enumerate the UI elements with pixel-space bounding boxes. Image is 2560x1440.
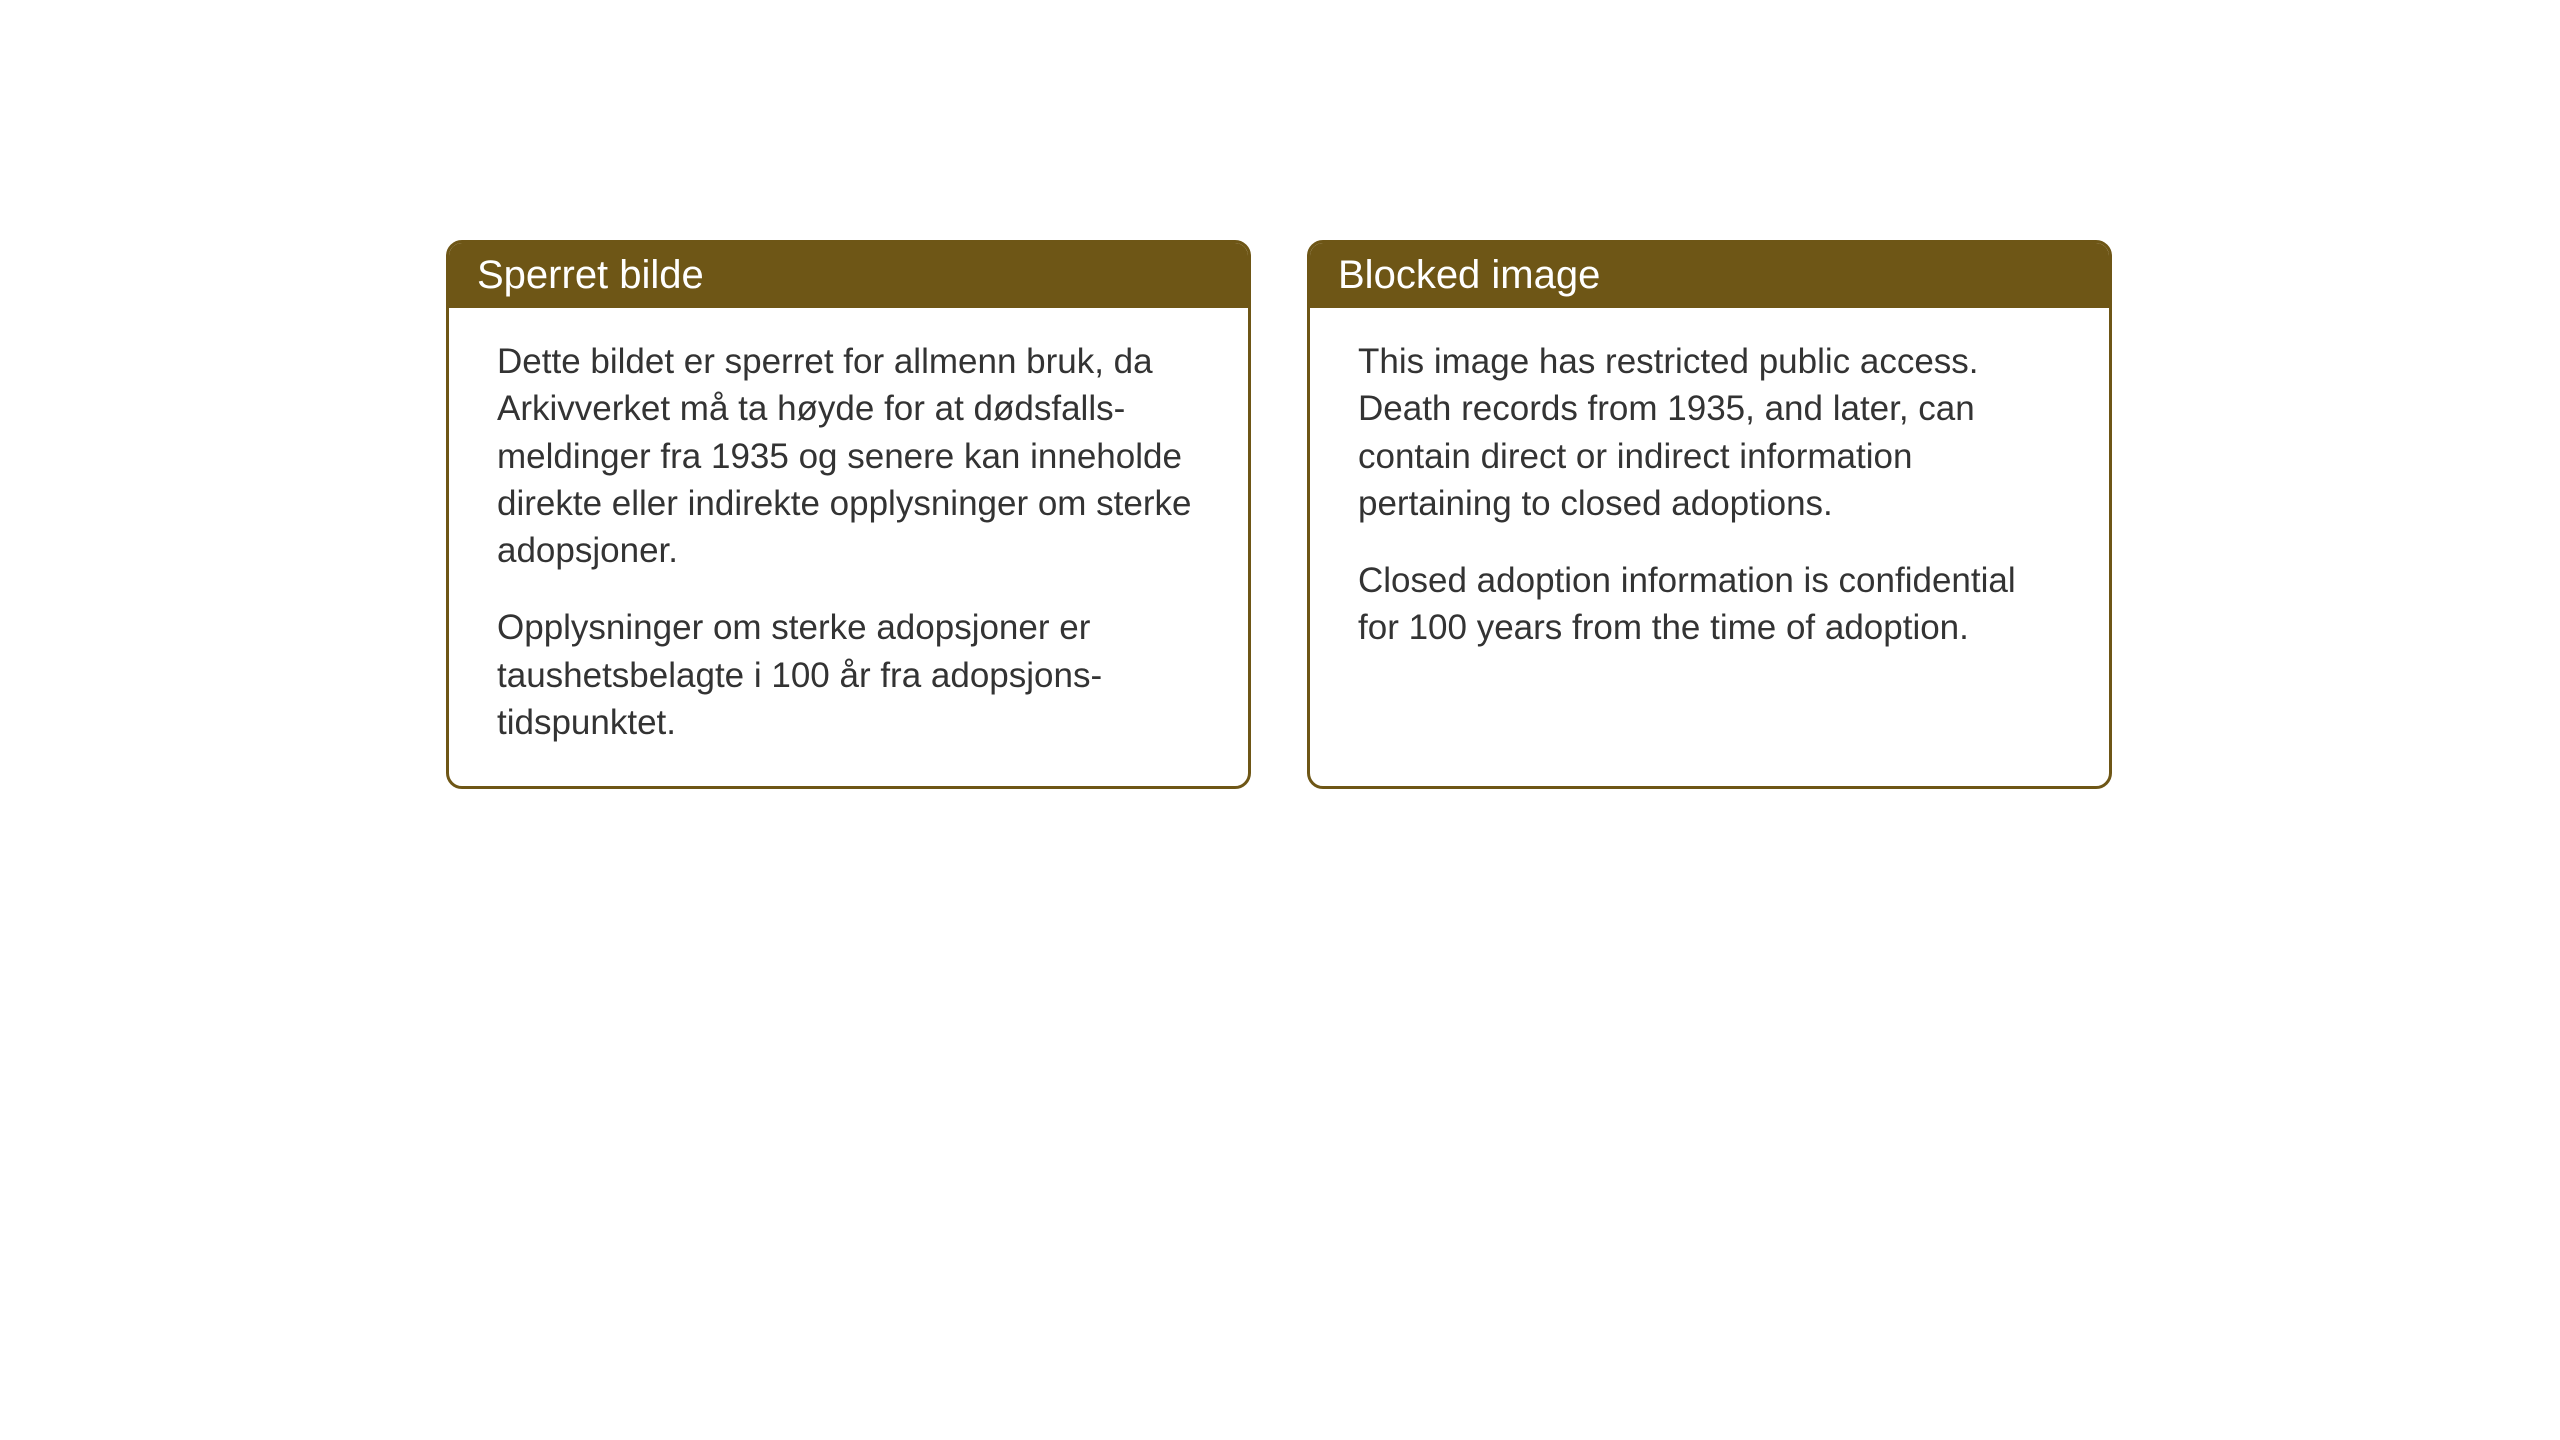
card-header-norwegian: Sperret bilde xyxy=(449,243,1248,308)
card-title-norwegian: Sperret bilde xyxy=(477,253,704,297)
card-paragraph-english-2: Closed adoption information is confident… xyxy=(1358,557,2061,652)
notice-card-norwegian: Sperret bilde Dette bildet er sperret fo… xyxy=(446,240,1251,789)
card-title-english: Blocked image xyxy=(1338,253,1600,297)
card-paragraph-norwegian-2: Opplysninger om sterke adopsjoner er tau… xyxy=(497,604,1200,746)
card-body-norwegian: Dette bildet er sperret for allmenn bruk… xyxy=(449,308,1248,786)
notice-card-english: Blocked image This image has restricted … xyxy=(1307,240,2112,789)
notice-container: Sperret bilde Dette bildet er sperret fo… xyxy=(446,240,2112,789)
card-paragraph-english-1: This image has restricted public access.… xyxy=(1358,338,2061,527)
card-paragraph-norwegian-1: Dette bildet er sperret for allmenn bruk… xyxy=(497,338,1200,574)
card-body-english: This image has restricted public access.… xyxy=(1310,308,2109,728)
card-header-english: Blocked image xyxy=(1310,243,2109,308)
